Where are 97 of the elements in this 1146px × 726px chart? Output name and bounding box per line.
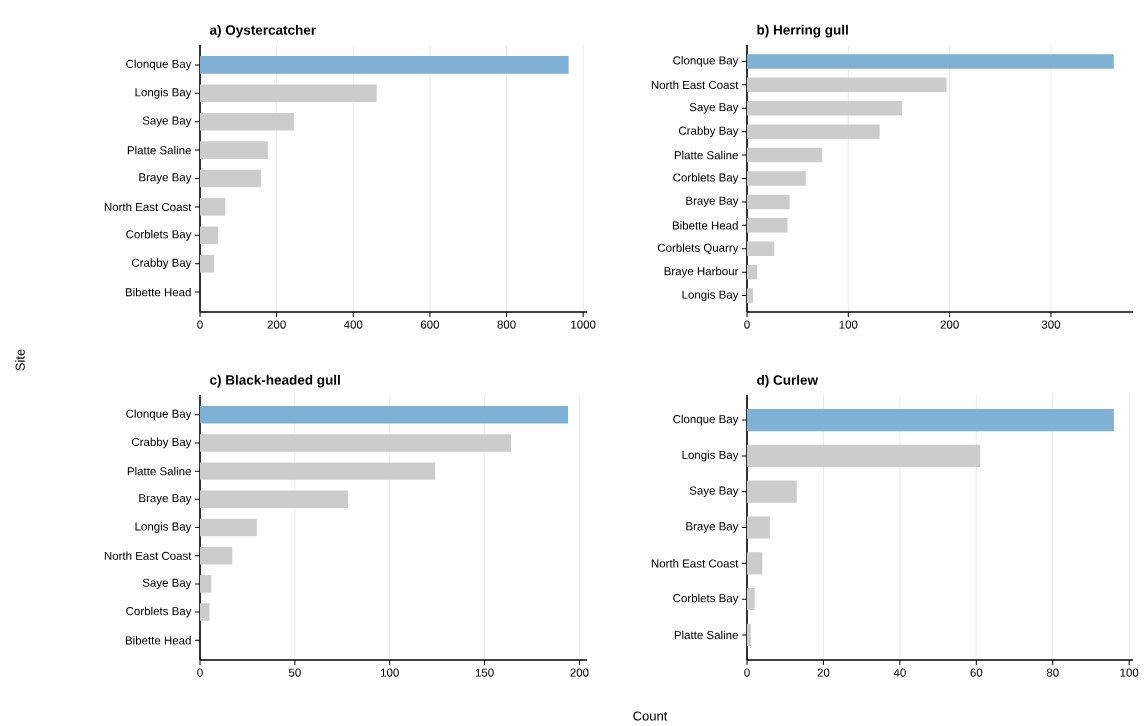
x-tick-label: 40 bbox=[893, 668, 906, 677]
bar bbox=[747, 288, 754, 303]
chart-title: c) Black-headed gull bbox=[210, 374, 340, 388]
y-tick-label: Corblets Bay bbox=[126, 606, 192, 618]
bar bbox=[747, 54, 1114, 69]
y-tick-label: Braye Bay bbox=[686, 522, 739, 533]
x-tick-label: 20 bbox=[817, 668, 830, 677]
y-tick-label: Crabby Bay bbox=[131, 437, 192, 449]
y-tick-label: Saye Bay bbox=[689, 103, 739, 114]
y-tick-label: Bibette Head bbox=[125, 636, 191, 645]
bar bbox=[200, 112, 294, 131]
y-tick-label: Braye Harbour bbox=[664, 266, 739, 278]
chart-title: b) Herring gull bbox=[757, 24, 848, 38]
bar bbox=[200, 56, 569, 74]
x-tick-label: 150 bbox=[475, 668, 494, 677]
x-tick-label: 100 bbox=[839, 320, 858, 329]
x-tick-label: 300 bbox=[1041, 320, 1061, 329]
y-tick-label: Corblets Bay bbox=[126, 229, 192, 241]
y-tick-label: Braye Bay bbox=[139, 494, 192, 505]
x-tick-label: 400 bbox=[343, 320, 363, 329]
y-tick-label: Platte Saline bbox=[674, 150, 738, 160]
y-tick-label: Corblets Quarry bbox=[657, 243, 739, 255]
x-tick-label: 200 bbox=[267, 320, 286, 329]
x-tick-label: 0 bbox=[744, 320, 750, 329]
y-tick-label: Saye Bay bbox=[689, 486, 739, 497]
y-tick-label: North East Coast bbox=[104, 202, 192, 212]
bar bbox=[200, 169, 261, 188]
y-tick-label: Clonque Bay bbox=[126, 59, 192, 71]
bar bbox=[200, 546, 233, 565]
y-tick-label: Braye Bay bbox=[686, 196, 739, 208]
x-tick-label: 0 bbox=[197, 320, 203, 329]
y-tick-label: Longis Bay bbox=[682, 290, 739, 301]
x-tick-label: 50 bbox=[288, 668, 301, 677]
x-tick-label: 100 bbox=[1120, 668, 1139, 677]
bar bbox=[200, 603, 210, 621]
x-tick-label: 200 bbox=[570, 668, 589, 677]
chart-title: d) Curlew bbox=[757, 374, 819, 388]
bar bbox=[747, 147, 822, 163]
bar bbox=[747, 124, 880, 139]
y-tick-label: Longis Bay bbox=[135, 87, 192, 99]
bar bbox=[747, 408, 1114, 432]
bar bbox=[200, 434, 512, 452]
bar bbox=[747, 100, 903, 116]
y-tick-label: Corblets Bay bbox=[673, 593, 739, 605]
x-tick-label: 80 bbox=[1046, 668, 1059, 677]
bar bbox=[747, 623, 751, 647]
y-tick-label: Braye Bay bbox=[139, 173, 192, 184]
bar bbox=[747, 588, 755, 611]
y-tick-label: Platte Saline bbox=[127, 145, 191, 155]
bar bbox=[200, 84, 377, 103]
bar bbox=[200, 254, 215, 273]
x-tick-label: 800 bbox=[497, 320, 516, 329]
bar bbox=[747, 552, 763, 575]
x-axis-title: Count bbox=[633, 711, 668, 721]
bar bbox=[200, 141, 268, 159]
y-tick-label: Platte Saline bbox=[127, 466, 191, 476]
bar bbox=[200, 406, 569, 424]
bar bbox=[200, 490, 348, 509]
bar bbox=[747, 241, 775, 257]
y-tick-label: North East Coast bbox=[651, 559, 739, 568]
bar bbox=[200, 518, 257, 537]
bar bbox=[747, 218, 788, 233]
y-tick-label: Corblets Bay bbox=[673, 173, 739, 184]
x-tick-label: 0 bbox=[197, 668, 203, 677]
y-tick-label: Crabby Bay bbox=[131, 258, 192, 270]
bar bbox=[747, 77, 947, 93]
y-tick-label: Clonque Bay bbox=[673, 56, 739, 67]
bar bbox=[200, 198, 226, 216]
y-tick-label: Saye Bay bbox=[142, 116, 192, 127]
y-tick-label: North East Coast bbox=[104, 551, 192, 560]
x-tick-label: 200 bbox=[940, 320, 959, 329]
y-tick-label: Longis Bay bbox=[682, 450, 739, 462]
chart-title: a) Oystercatcher bbox=[209, 24, 316, 38]
x-tick-label: 0 bbox=[744, 668, 750, 677]
x-tick-label: 1000 bbox=[571, 320, 596, 329]
y-tick-label: Platte Saline bbox=[674, 630, 738, 640]
bar bbox=[747, 264, 758, 280]
bar bbox=[747, 171, 806, 186]
y-tick-label: Clonque Bay bbox=[126, 409, 192, 421]
bar bbox=[747, 444, 981, 467]
x-tick-label: 100 bbox=[380, 668, 399, 677]
bar bbox=[200, 226, 219, 245]
bar bbox=[200, 575, 212, 593]
x-tick-label: 60 bbox=[970, 668, 983, 677]
bar bbox=[747, 194, 790, 210]
bar bbox=[200, 462, 436, 480]
y-tick-label: Bibette Head bbox=[125, 287, 191, 297]
y-axis-title: Site bbox=[15, 349, 25, 371]
y-tick-label: Longis Bay bbox=[135, 522, 192, 533]
y-tick-label: North East Coast bbox=[651, 80, 739, 90]
y-tick-label: Saye Bay bbox=[142, 578, 192, 590]
bar bbox=[747, 480, 797, 503]
bar bbox=[747, 516, 770, 539]
y-tick-label: Bibette Head bbox=[672, 221, 738, 230]
y-tick-label: Clonque Bay bbox=[673, 414, 739, 426]
y-tick-label: Crabby Bay bbox=[678, 126, 739, 138]
x-tick-label: 600 bbox=[420, 320, 440, 329]
